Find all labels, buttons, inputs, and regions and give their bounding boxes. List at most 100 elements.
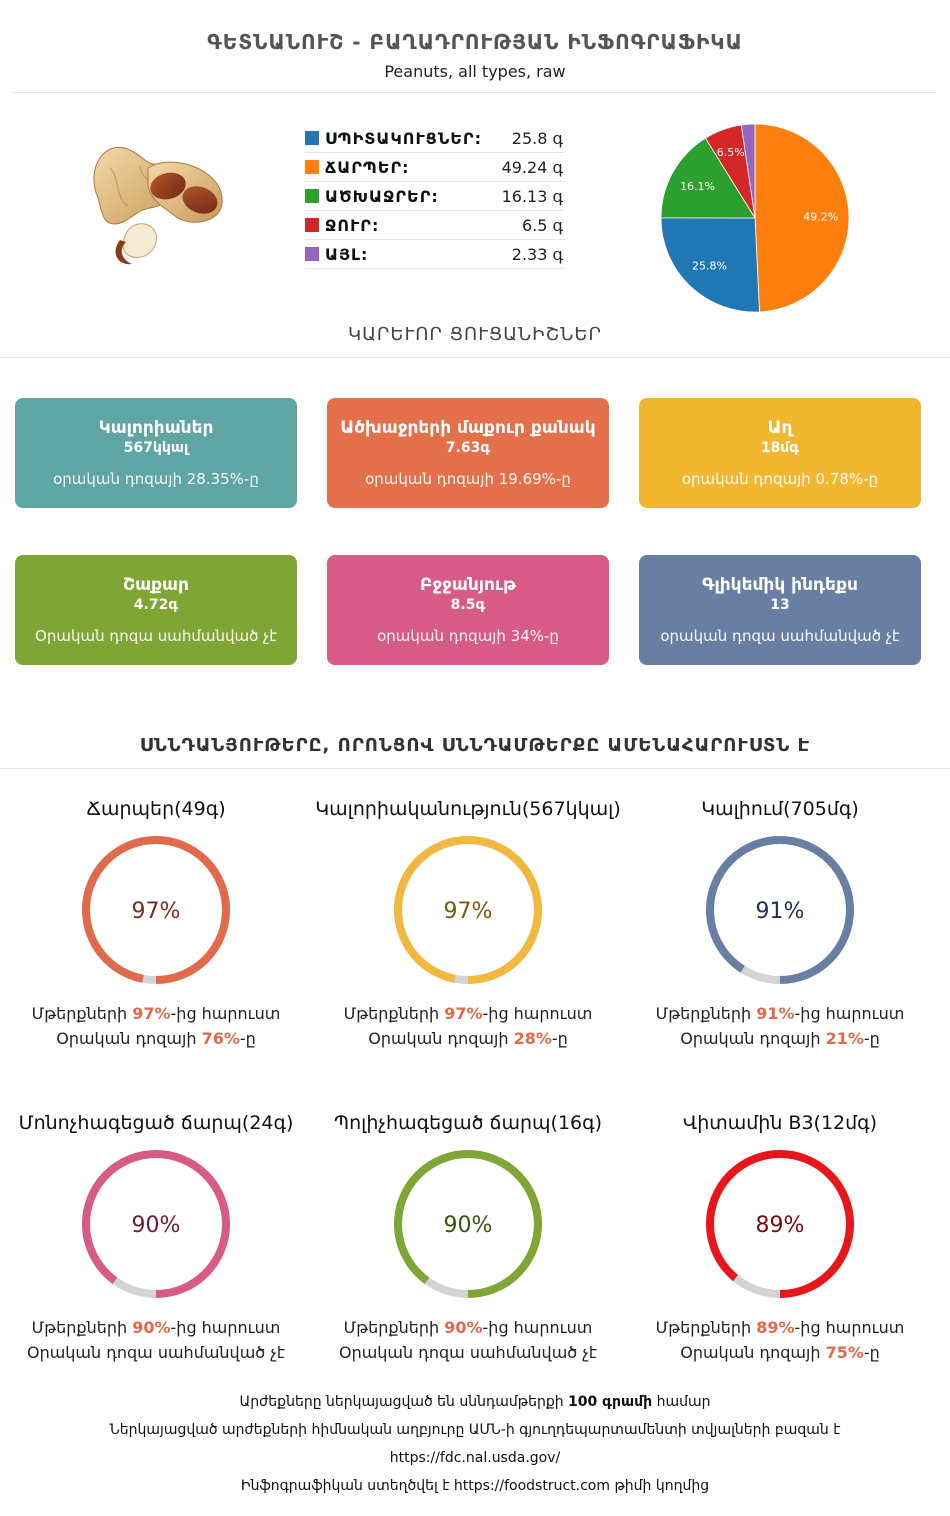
ring-percent: 90% — [132, 1213, 181, 1238]
card-daily: օրական դոզայի 28.35%-ը — [53, 470, 259, 488]
feature-card: Բջջանյութ 8.5գ օրական դոզայի 34%-ը — [327, 555, 609, 665]
page-title: ԳԵՏՆԱՆՈՒՇ - ԲԱՂԱԴՐՈՒԹՅԱՆ ԻՆՖՈԳՐԱՖԻԿԱ — [207, 30, 743, 54]
legend-value: 2.33 գ — [511, 244, 563, 264]
legend-label: ԱԾԽԱՋՐԵՐ: — [325, 186, 439, 206]
legend-swatch — [305, 160, 319, 174]
daily-line: Օրական դոզա սահմանված չէ — [26, 1343, 286, 1362]
daily-line: Օրական դոզա սահմանված չէ — [338, 1343, 598, 1362]
divider — [0, 357, 950, 358]
pie-slice — [740, 123, 756, 219]
legend-value: 16.13 գ — [501, 186, 563, 206]
rich-line: Մթերքների 91%-ից հարուստ — [655, 1004, 905, 1023]
legend-row: ՋՈՒՐ: 6.5 գ — [305, 211, 565, 240]
nutrient-item: Պոլիչհագեցած ճարպ(16գ) 90% Մթերքների 90%-ի… — [312, 1112, 624, 1362]
pie-label: 49.2% — [803, 210, 838, 223]
percent-ring: 91% — [706, 836, 854, 984]
legend-swatch — [305, 189, 319, 203]
rich-line: Մթերքների 90%-ից հարուստ — [343, 1318, 593, 1337]
nutrient-item: Կալիում(705մգ) 91% Մթերքների 91%-ից հարուս… — [624, 798, 936, 1048]
rich-line: Մթերքների 97%-ից հարուստ — [343, 1004, 593, 1023]
rich-line: Մթերքների 97%-ից հարուստ — [31, 1004, 281, 1023]
ring-percent: 97% — [132, 899, 181, 924]
ring-percent: 97% — [444, 899, 493, 924]
card-daily: օրական դոզայի 34%-ը — [377, 627, 559, 645]
legend-swatch — [305, 218, 319, 232]
card-value: 18մգ — [760, 440, 800, 456]
page-subtitle: Peanuts, all types, raw — [384, 62, 566, 81]
legend-swatch — [305, 247, 319, 261]
percent-ring: 90% — [394, 1150, 542, 1298]
percent-ring: 90% — [82, 1150, 230, 1298]
nutrient-name: Վիտամին B3(12մգ) — [682, 1112, 878, 1134]
card-name: Աղ — [767, 418, 793, 438]
ring-fill — [706, 836, 854, 984]
ring-fill — [706, 1150, 854, 1298]
card-name: Շաքար — [123, 575, 189, 595]
footer-credit: Ինֆոգրաֆիկան ստեղծվել է https://foodstru… — [240, 1478, 710, 1494]
pie-label: 25.8% — [692, 260, 727, 273]
foodstruct-link[interactable]: https://foodstruct.com — [453, 1478, 610, 1494]
legend-row: ԱԾԽԱՋՐԵՐ: 16.13 գ — [305, 182, 565, 211]
legend-label: ՍՊԻՏԱԿՈՒՑՆԵՐ: — [325, 128, 482, 148]
legend-row: ՍՊԻՏԱԿՈՒՑՆԵՐ: 25.8 գ — [305, 124, 565, 153]
ring-percent: 89% — [756, 1213, 805, 1238]
ring-fill — [394, 836, 542, 984]
pie-slice — [754, 123, 850, 313]
footer-source: Ներկայացված արժեքների հիմնական աղբյուրը … — [109, 1422, 841, 1438]
card-name: Գլիկեմիկ ինդեքս — [702, 575, 858, 595]
card-daily: օրական դոզայի 0.78%-ը — [681, 470, 879, 488]
legend-label: ՃԱՐՊԵՐ: — [325, 157, 410, 177]
footer-note: Արժեքները ներկայացված են սննդամթերքի 100… — [239, 1394, 711, 1410]
percent-ring: 97% — [394, 836, 542, 984]
legend-value: 25.8 գ — [511, 128, 563, 148]
feature-card: Ածխաջրերի մաքուր քանակ 7.63գ օրական դոզայի… — [327, 398, 609, 508]
legend-value: 49.24 գ — [501, 157, 563, 177]
ring-fill — [82, 1150, 230, 1298]
daily-line: Օրական դոզայի 75%-ը — [680, 1343, 880, 1362]
card-value: 13 — [770, 597, 790, 613]
pie-slice — [660, 137, 756, 219]
nutrient-item: Կալորիականություն(567կկալ) 97% Մթերքների 9… — [312, 798, 624, 1048]
legend-label: ՋՈՒՐ: — [325, 215, 380, 235]
peanut-image — [93, 147, 223, 265]
nutrient-name: Պոլիչհագեցած ճարպ(16գ) — [333, 1112, 603, 1134]
nutrient-item: Վիտամին B3(12մգ) 89% Մթերքների 89%-ից հարո… — [624, 1112, 936, 1362]
card-daily: Օրական դոզա սահմանված չէ — [35, 627, 277, 645]
nutrient-name: Կալորիականություն(567կկալ) — [315, 798, 621, 820]
percent-ring: 97% — [82, 836, 230, 984]
percent-ring: 89% — [706, 1150, 854, 1298]
legend-value: 6.5 գ — [521, 215, 563, 235]
daily-line: Օրական դոզայի 76%-ը — [56, 1029, 256, 1048]
nutrient-name: Մոնոչհագեցած ճարպ(24գ) — [18, 1112, 294, 1134]
legend-swatch — [305, 131, 319, 145]
pie-slice — [660, 217, 760, 313]
card-name: Ածխաջրերի մաքուր քանակ — [340, 418, 596, 438]
card-value: 4.72գ — [133, 597, 179, 613]
legend-label: ԱՅԼ: — [325, 244, 369, 264]
composition-legend: ՍՊԻՏԱԿՈՒՑՆԵՐ: 25.8 գ ՃԱՐՊԵՐ: 49.24 գ ԱԾԽԱՋՐԵ… — [305, 124, 565, 269]
rich-line: Մթերքների 90%-ից հարուստ — [31, 1318, 281, 1337]
nutrient-item: Ճարպեր(49գ) 97% Մթերքների 97%-ից հարուստ Օր… — [0, 798, 312, 1048]
card-value: 8.5գ — [450, 597, 486, 613]
key-features-title: ԿԱՐԵՒՈՐ ՑՈՒՑԱՆԻՇՆԵՐ — [347, 324, 603, 345]
footer-source-link[interactable]: https://fdc.nal.usda.gov/ — [389, 1450, 561, 1466]
nutrient-name: Կալիում(705մգ) — [701, 798, 859, 820]
divider — [0, 768, 950, 769]
rich-in-title: ՍՆՆԴԱՆՅՈՒԹԵՐԸ, ՈՐՈՆՑՈՎ ՍՆՆԴԱՄԹԵՐՔԸ ԱՄԵՆԱ… — [139, 735, 811, 756]
pie-label: 16.1% — [680, 180, 715, 193]
card-value: 567կկալ — [123, 440, 189, 456]
daily-line: Օրական դոզայի 21%-ը — [680, 1029, 880, 1048]
card-name: Կալորիաներ — [98, 418, 214, 438]
pie-label: 6.5% — [717, 146, 745, 159]
ring-fill — [394, 1150, 542, 1298]
ring-percent: 90% — [444, 1213, 493, 1238]
feature-card: Կալորիաներ 567կկալ օրական դոզայի 28.35%-ը — [15, 398, 297, 508]
nutrient-name: Ճարպեր(49գ) — [86, 798, 226, 820]
card-value: 7.63գ — [445, 440, 491, 456]
composition-pie-chart: 49.2% 25.8% 16.1% 6.5% — [660, 123, 850, 313]
legend-row: ԱՅԼ: 2.33 գ — [305, 240, 565, 269]
ring-percent: 91% — [756, 899, 805, 924]
card-name: Բջջանյութ — [420, 575, 516, 595]
card-daily: օրական դոզա սահմանված չէ — [660, 627, 900, 645]
ring-fill — [82, 836, 230, 984]
